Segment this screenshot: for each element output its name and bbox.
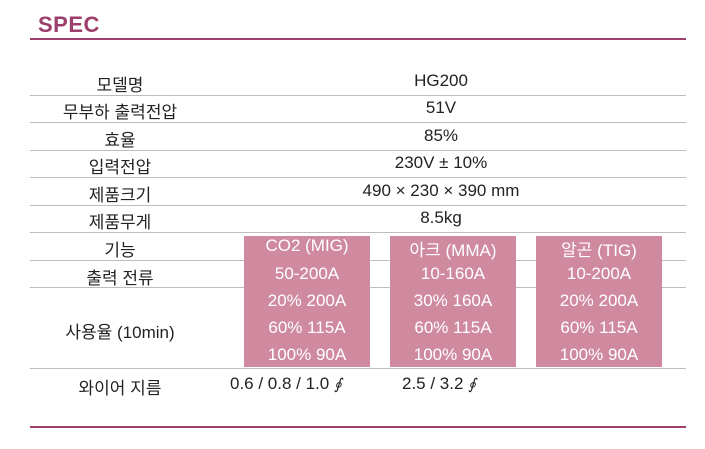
- wire-diameter-mma-value: 2.5 / 3.2: [402, 374, 464, 393]
- duty-mma-1: 30% 160A: [413, 291, 493, 310]
- function-label: 기능: [104, 241, 136, 260]
- output-current-label: 출력 전류: [86, 269, 154, 288]
- output-current-mma: 10-160A: [420, 264, 486, 283]
- top-rule: [30, 38, 686, 40]
- model-name-label: 모델명: [96, 76, 144, 95]
- mode-name-tig: 알곤 (TIG): [561, 241, 637, 260]
- spec-title: SPEC: [38, 12, 100, 37]
- wire-diameter-mma: 2.5 / 3.2 ∮: [402, 374, 476, 394]
- diameter-symbol-icon: ∮: [468, 375, 476, 393]
- output-current-tig: 10-200A: [566, 264, 632, 283]
- row-divider: [30, 95, 686, 96]
- mode-column-tig: [536, 236, 662, 367]
- duty-cycle-label: 사용율 (10min): [65, 323, 175, 342]
- mode-name-mig: CO2 (MIG): [265, 236, 349, 255]
- bottom-rule: [30, 426, 686, 428]
- wire-diameter-mig: 0.6 / 0.8 / 1.0 ∮: [230, 374, 342, 394]
- mode-name-mma: 아크 (MMA): [409, 241, 497, 260]
- mode-column-mma: [390, 236, 516, 367]
- row-divider: [30, 368, 686, 369]
- row-divider: [30, 122, 686, 123]
- duty-mma-2: 60% 115A: [414, 318, 492, 337]
- product-size-value: 490 × 230 × 390 mm: [362, 181, 520, 200]
- duty-tig-2: 60% 115A: [560, 318, 638, 337]
- input-voltage-value: 230V ± 10%: [394, 153, 488, 172]
- duty-mig-3: 100% 90A: [267, 345, 347, 364]
- row-divider: [30, 232, 686, 233]
- wire-diameter-mig-value: 0.6 / 0.8 / 1.0: [230, 374, 330, 393]
- duty-mma-3: 100% 90A: [413, 345, 493, 364]
- row-divider: [30, 205, 686, 206]
- duty-tig-1: 20% 200A: [559, 291, 639, 310]
- row-divider: [30, 177, 686, 178]
- no-load-voltage-label: 무부하 출력전압: [62, 103, 178, 122]
- output-current-mig: 50-200A: [274, 264, 340, 283]
- product-size-label: 제품크기: [88, 186, 152, 205]
- no-load-voltage-value: 51V: [425, 98, 457, 117]
- mode-column-mig: [244, 236, 370, 367]
- efficiency-value: 85%: [423, 126, 459, 145]
- row-divider: [30, 150, 686, 151]
- duty-mig-2: 60% 115A: [268, 318, 346, 337]
- wire-diameter-label: 와이어 지름: [78, 379, 162, 398]
- product-weight-label: 제품무게: [88, 213, 152, 232]
- product-weight-value: 8.5kg: [420, 208, 462, 227]
- duty-tig-3: 100% 90A: [559, 345, 639, 364]
- model-name-value: HG200: [414, 71, 468, 90]
- input-voltage-label: 입력전압: [88, 158, 152, 177]
- efficiency-label: 효율: [104, 131, 136, 150]
- diameter-symbol-icon: ∮: [333, 375, 342, 393]
- duty-mig-1: 20% 200A: [267, 291, 347, 310]
